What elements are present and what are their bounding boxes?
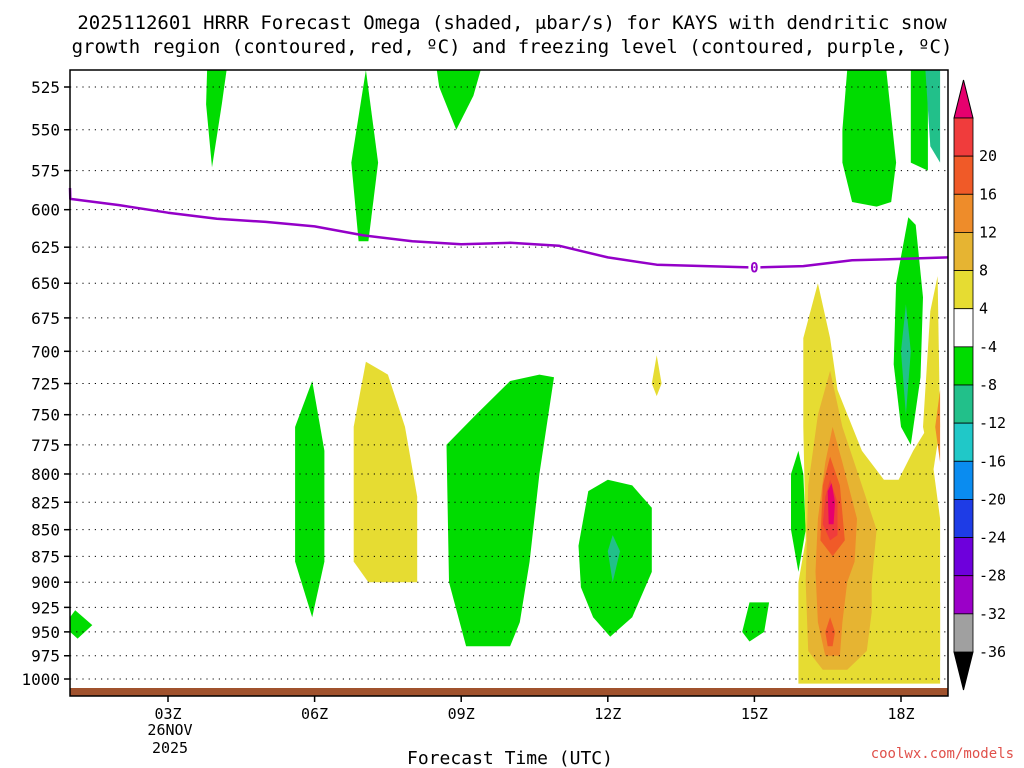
- omega-region-green-1800-top: [910, 70, 928, 171]
- omega-region-green-0140: [70, 610, 93, 639]
- colorbar-label-20: 20: [979, 147, 997, 165]
- colorbar-top-triangle: [953, 79, 974, 119]
- ytick-label-550: 550: [31, 121, 60, 140]
- ytick-label-775: 775: [31, 436, 60, 455]
- xtick-label-06Z: 06Z: [301, 705, 328, 723]
- omega-region-teal-1800: [901, 304, 911, 415]
- omega-region-yellow-1850-low: [923, 602, 941, 661]
- ytick-label-675: 675: [31, 309, 60, 328]
- omega-region-yellow-0800: [353, 361, 418, 583]
- colorbar-swatch-11: [953, 537, 974, 577]
- colorbar-swatch-5: [953, 308, 974, 348]
- omega-region-teal-1850-top: [925, 70, 941, 163]
- omega-shading: [70, 70, 941, 684]
- colorbar-label--16: -16: [979, 452, 1006, 470]
- colorbar-label--12: -12: [979, 414, 1006, 432]
- x-axis-label: Forecast Time (UTC): [407, 748, 613, 768]
- omega-region-green-1700-top: [842, 70, 897, 207]
- omega-region-red-orange-1700-low: [825, 617, 835, 647]
- omega-region-green-0900: [436, 70, 481, 130]
- colorbar-swatch-12: [953, 575, 974, 615]
- colorbar-swatch-9: [953, 460, 974, 500]
- ytick-label-975: 975: [31, 647, 60, 666]
- colorbar-label--8: -8: [979, 376, 997, 394]
- colorbar-label-4: 4: [979, 300, 988, 318]
- freezing-level-contour: 0: [68, 187, 949, 277]
- ytick-label-925: 925: [31, 598, 60, 617]
- omega-region-magenta-1700: [827, 483, 835, 525]
- xtick-label-12Z: 12Z: [594, 705, 621, 723]
- ytick-label-650: 650: [31, 274, 60, 293]
- freezing-level-line: [68, 187, 949, 269]
- xtick-label-03Z: 03Z: [154, 705, 181, 723]
- time-axis: 03Z 06Z 09Z 12Z 15Z 18Z: [154, 696, 915, 723]
- ytick-label-600: 600: [31, 201, 60, 220]
- colorbar-label--20: -20: [979, 490, 1006, 508]
- ytick-label-725: 725: [31, 375, 60, 394]
- omega-region-green-0800: [351, 70, 379, 242]
- colorbar-swatch-2: [953, 193, 974, 233]
- gridlines: [70, 86, 948, 680]
- ytick-label-875: 875: [31, 547, 60, 566]
- colorbar-swatch-8: [953, 422, 974, 462]
- credit-text: coolwx.com/models: [871, 746, 1014, 762]
- xtick-label-15Z: 15Z: [741, 705, 768, 723]
- colorbar-label--36: -36: [979, 643, 1006, 661]
- ytick-label-850: 850: [31, 521, 60, 540]
- colorbar-swatch-0: [953, 117, 974, 157]
- colorbar-swatch-10: [953, 499, 974, 538]
- ytick-label-950: 950: [31, 623, 60, 642]
- terrain-strip: [70, 688, 948, 696]
- colorbar-label--28: -28: [979, 567, 1006, 585]
- colorbar-label--24: -24: [979, 529, 1006, 547]
- colorbar-label--32: -32: [979, 605, 1006, 623]
- ytick-label-900: 900: [31, 573, 60, 592]
- colorbar-label-12: 12: [979, 223, 997, 241]
- date-label-day: 26NOV: [147, 721, 192, 739]
- colorbar-swatch-3: [953, 232, 974, 271]
- pressure-axis: 525 550 575 600 625 650 675 700 725 750 775 800 825 8…: [21, 78, 70, 689]
- ytick-label-800: 800: [31, 465, 60, 484]
- colorbar-bottom-triangle: [953, 651, 974, 691]
- colorbar-label--4: -4: [979, 338, 997, 356]
- chart-title-line1: 2025112601 HRRR Forecast Omega (shaded, …: [77, 12, 947, 34]
- date-label-year: 2025: [152, 739, 188, 757]
- ytick-label-625: 625: [31, 238, 60, 257]
- xtick-label-09Z: 09Z: [448, 705, 475, 723]
- freezing-label-bg: [748, 259, 761, 276]
- ytick-label-525: 525: [31, 78, 60, 97]
- omega-region-green-1600: [742, 602, 770, 642]
- colorbar: -36 -32 -28 -24 -20 -16 -12 -8 -4 4 8 12 16 20: [953, 79, 1006, 691]
- omega-region-green-0700: [295, 381, 325, 618]
- colorbar-label-16: 16: [979, 185, 997, 203]
- omega-region-green-1000: [446, 374, 554, 647]
- omega-region-green-1650: [791, 450, 806, 572]
- omega-region-yellow-1200: [651, 355, 662, 397]
- freezing-level-label: 0: [750, 261, 758, 277]
- xtick-label-18Z: 18Z: [887, 705, 914, 723]
- chart-title-line2: growth region (contoured, red, ºC) and f…: [72, 36, 953, 58]
- ytick-label-575: 575: [31, 162, 60, 181]
- omega-region-teal-1300: [607, 535, 620, 583]
- ytick-label-750: 750: [31, 406, 60, 425]
- colorbar-swatch-1: [953, 155, 974, 195]
- ytick-label-700: 700: [31, 342, 60, 361]
- omega-region-orange-1850-right: [935, 389, 941, 463]
- ytick-label-1000: 1000: [21, 670, 60, 689]
- colorbar-swatch-6: [953, 346, 974, 386]
- colorbar-swatch-13: [953, 613, 974, 653]
- omega-region-green-0500: [206, 70, 227, 168]
- colorbar-swatch-7: [953, 384, 974, 424]
- colorbar-label-8: 8: [979, 262, 988, 280]
- colorbar-swatch-4: [953, 270, 974, 310]
- ytick-label-825: 825: [31, 493, 60, 512]
